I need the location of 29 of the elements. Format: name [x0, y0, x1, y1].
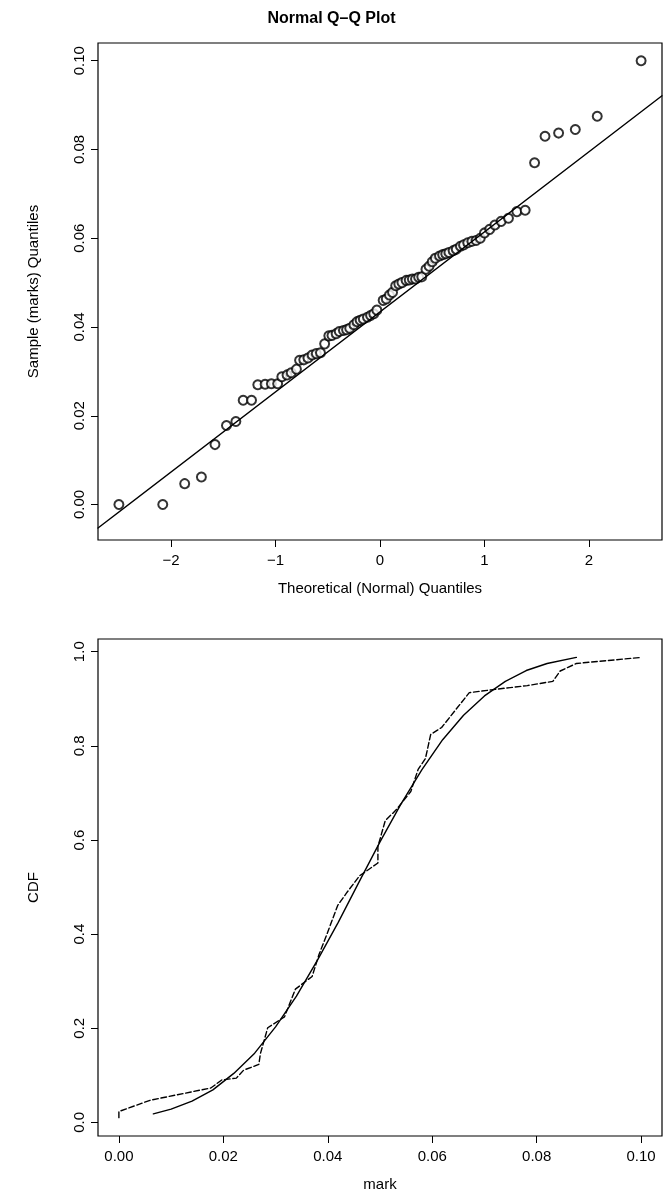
y-tick-label: 0.2	[70, 1017, 87, 1039]
x-tick-label: −2	[162, 551, 180, 568]
line-series	[118, 656, 643, 1119]
y-tick-label: 0.8	[70, 735, 87, 757]
y-tick-label: 1.0	[70, 641, 87, 663]
x-tick-label: 1	[480, 551, 489, 568]
x-tick-label: 0.04	[313, 1147, 343, 1164]
y-tick-label: 0.08	[70, 134, 87, 165]
x-tick-label: 0.10	[626, 1147, 656, 1164]
y-axis-title: Sample (marks) Quantiles	[24, 204, 41, 379]
x-tick-label: −1	[267, 551, 285, 568]
x-tick-label: 0.00	[104, 1147, 134, 1164]
y-axis-title: CDF	[24, 872, 41, 903]
y-tick-label: 0.4	[70, 923, 87, 945]
x-axis-title: Theoretical (Normal) Quantiles	[277, 579, 483, 596]
chart-title: Normal Q–Q Plot	[267, 8, 397, 26]
x-axis-title: mark	[363, 1175, 398, 1192]
y-tick-label: 0.04	[70, 312, 87, 342]
x-tick-label: 0	[375, 551, 385, 568]
y-tick-label: 0.6	[70, 829, 87, 851]
y-tick-label: 0.0	[70, 1111, 87, 1133]
x-tick-label: 0.02	[208, 1147, 238, 1164]
y-tick-label: 0.10	[70, 46, 87, 76]
y-tick-label: 0.02	[70, 401, 87, 431]
x-tick-label: 0.06	[417, 1147, 447, 1164]
x-tick-label: 2	[584, 551, 594, 568]
y-tick-label: 0.06	[70, 223, 87, 253]
x-tick-label: 0.08	[522, 1147, 552, 1164]
y-tick-label: 0.00	[70, 489, 87, 520]
